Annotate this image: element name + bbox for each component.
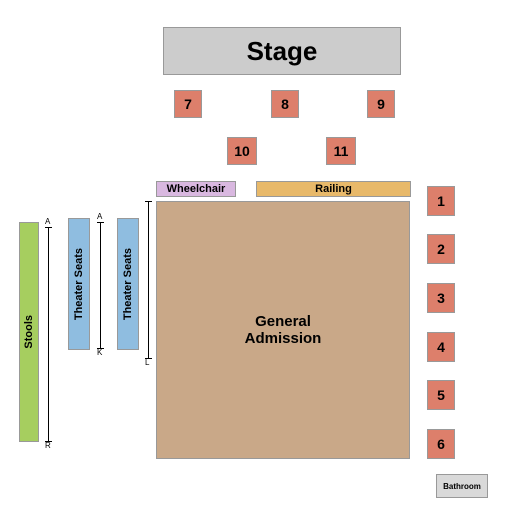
right-section-2[interactable]: 2: [427, 234, 455, 264]
row-marker-K-3: K: [97, 348, 102, 357]
front-section-10-label: 10: [234, 143, 250, 159]
railing-section[interactable]: Railing: [256, 181, 411, 197]
front-section-9-label: 9: [377, 96, 385, 112]
front-section-7[interactable]: 7: [174, 90, 202, 118]
row-line-0: [48, 227, 49, 441]
theater-seats-1-label: Theater Seats: [73, 248, 85, 320]
row-line-4: [97, 222, 104, 223]
wheelchair-section-label: Wheelchair: [167, 183, 226, 195]
stools-section[interactable]: Stools: [19, 222, 39, 442]
row-marker-L-4: L: [145, 358, 149, 367]
right-section-3-label: 3: [437, 290, 445, 306]
right-section-1[interactable]: 1: [427, 186, 455, 216]
row-marker-A-2: A: [97, 212, 102, 221]
general-admission[interactable]: GeneralAdmission: [156, 201, 410, 459]
stools-section-label: Stools: [23, 315, 35, 349]
theater-seats-2-label: Theater Seats: [122, 248, 134, 320]
front-section-9[interactable]: 9: [367, 90, 395, 118]
railing-section-label: Railing: [315, 183, 352, 195]
right-section-2-label: 2: [437, 241, 445, 257]
right-section-4-label: 4: [437, 339, 445, 355]
row-marker-R-1: R: [45, 441, 51, 450]
right-section-5[interactable]: 5: [427, 380, 455, 410]
row-line-6: [148, 201, 149, 358]
stage[interactable]: Stage: [163, 27, 401, 75]
right-section-6[interactable]: 6: [427, 429, 455, 459]
stage-label: Stage: [247, 36, 318, 67]
right-section-1-label: 1: [437, 193, 445, 209]
bathroom[interactable]: Bathroom: [436, 474, 488, 498]
right-section-5-label: 5: [437, 387, 445, 403]
row-line-2: [45, 441, 52, 442]
row-marker-A-0: A: [45, 217, 50, 226]
theater-seats-1[interactable]: Theater Seats: [68, 218, 90, 350]
front-section-7-label: 7: [184, 96, 192, 112]
bathroom-label: Bathroom: [443, 482, 481, 491]
row-line-7: [145, 201, 152, 202]
front-section-8-label: 8: [281, 96, 289, 112]
row-line-3: [100, 222, 101, 348]
row-line-1: [45, 227, 52, 228]
front-section-11-label: 11: [334, 143, 349, 159]
right-section-3[interactable]: 3: [427, 283, 455, 313]
theater-seats-2[interactable]: Theater Seats: [117, 218, 139, 350]
front-section-11[interactable]: 11: [326, 137, 356, 165]
front-section-8[interactable]: 8: [271, 90, 299, 118]
row-line-5: [97, 348, 104, 349]
row-line-8: [145, 358, 152, 359]
front-section-10[interactable]: 10: [227, 137, 257, 165]
right-section-4[interactable]: 4: [427, 332, 455, 362]
general-admission-label: GeneralAdmission: [245, 313, 322, 347]
right-section-6-label: 6: [437, 436, 445, 452]
wheelchair-section[interactable]: Wheelchair: [156, 181, 236, 197]
